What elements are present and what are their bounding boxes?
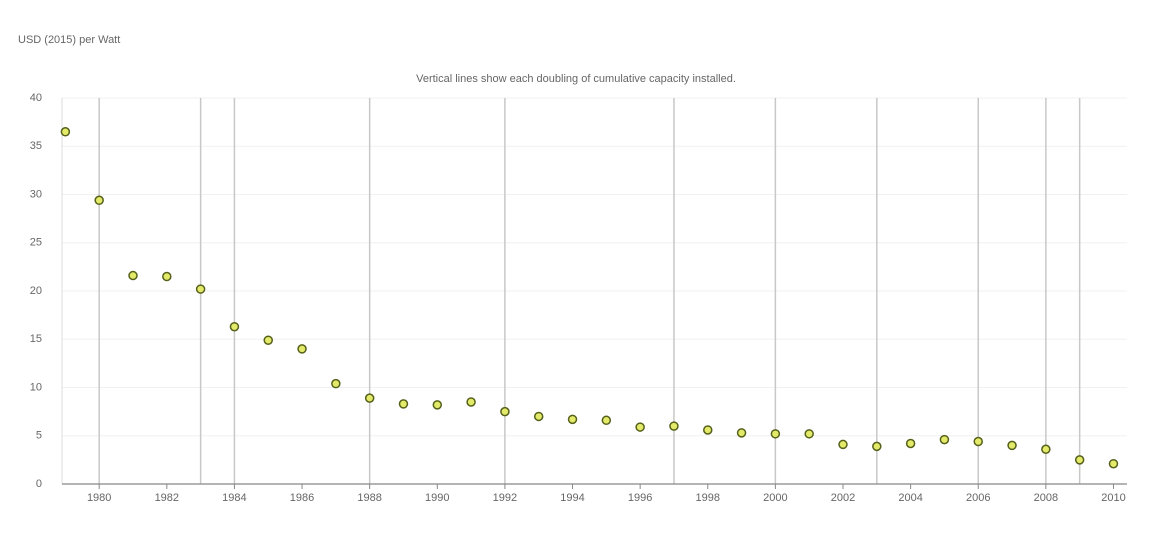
x-tick-label: 1980 xyxy=(87,492,111,504)
point xyxy=(872,441,882,452)
point xyxy=(1041,444,1051,455)
point xyxy=(500,406,510,417)
point xyxy=(703,425,713,435)
point xyxy=(973,436,983,447)
x-tick-label: 1990 xyxy=(425,492,449,504)
point xyxy=(331,378,341,389)
x-tick-label: 1994 xyxy=(560,492,584,504)
y-tick-label: 25 xyxy=(30,237,42,249)
x-tick-label: 2000 xyxy=(763,492,787,504)
point xyxy=(905,438,916,449)
x-tick-label: 1996 xyxy=(628,492,652,504)
point xyxy=(601,415,612,426)
point xyxy=(804,429,814,439)
x-tick-label: 2008 xyxy=(1034,492,1058,504)
point xyxy=(60,127,71,137)
x-tick-label: 2002 xyxy=(831,492,855,504)
point xyxy=(195,284,206,294)
y-tick-label: 40 xyxy=(30,92,42,104)
point xyxy=(838,439,848,450)
y-axis-label: USD (2015) per Watt xyxy=(18,34,120,46)
point xyxy=(635,422,645,432)
point xyxy=(533,411,544,422)
point xyxy=(736,428,747,438)
point xyxy=(567,414,578,425)
point xyxy=(229,321,240,332)
point xyxy=(1007,440,1017,451)
annotation: Vertical lines show each doubling of cum… xyxy=(416,73,736,85)
y-tick-label: 0 xyxy=(36,478,42,490)
point xyxy=(398,399,409,409)
point xyxy=(432,400,443,410)
point xyxy=(94,195,104,206)
x-tick-label: 1984 xyxy=(222,492,246,504)
y-tick-label: 20 xyxy=(30,285,42,297)
point xyxy=(669,421,679,431)
y-tick-label: 15 xyxy=(30,333,42,345)
point xyxy=(364,393,375,403)
x-tick-label: 1998 xyxy=(696,492,720,504)
y-tick-label: 30 xyxy=(30,188,42,200)
y-tick-label: 10 xyxy=(30,381,42,393)
x-tick-label: 1982 xyxy=(155,492,179,504)
x-tick-label: 2004 xyxy=(898,492,922,504)
x-tick-label: 2010 xyxy=(1101,492,1125,504)
point xyxy=(1108,458,1119,469)
y-tick-label: 35 xyxy=(30,140,42,152)
x-tick-label: 2006 xyxy=(966,492,990,504)
x-tick-label: 1992 xyxy=(493,492,517,504)
x-tick-label: 1986 xyxy=(290,492,314,504)
point xyxy=(1074,455,1085,465)
point xyxy=(297,344,307,354)
point xyxy=(770,429,781,439)
point xyxy=(263,335,273,345)
point xyxy=(162,271,172,282)
point xyxy=(466,397,476,407)
y-tick-label: 5 xyxy=(36,430,42,442)
x-tick-label: 1988 xyxy=(357,492,381,504)
point xyxy=(939,434,950,445)
point xyxy=(128,270,138,281)
